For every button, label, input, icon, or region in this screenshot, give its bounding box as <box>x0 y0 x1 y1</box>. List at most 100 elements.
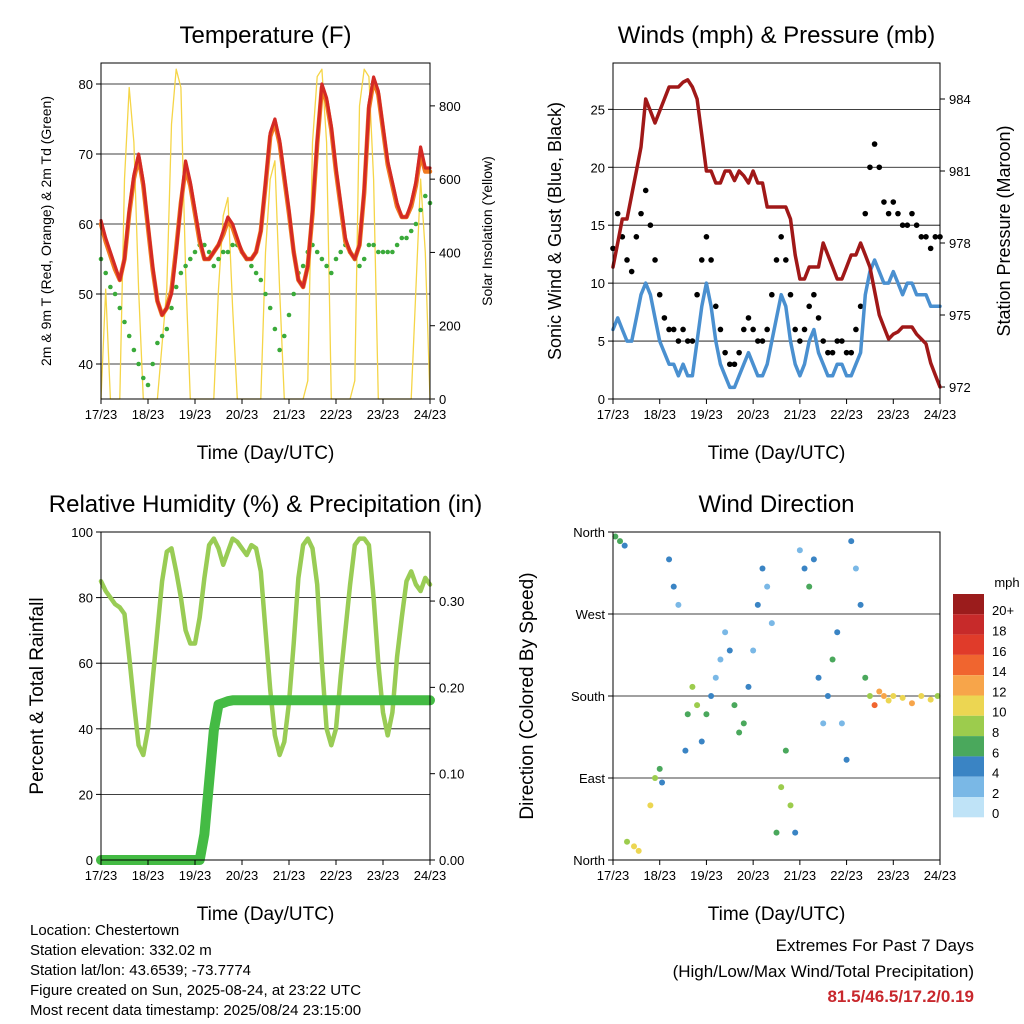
direction-point <box>764 583 771 590</box>
dewpoint-point <box>366 242 372 248</box>
direction-point <box>866 693 873 699</box>
panel-title: Temperature (F) <box>179 22 351 49</box>
dewpoint-point <box>263 291 268 297</box>
direction-point <box>787 802 794 809</box>
direction-point <box>768 620 775 627</box>
direction-point <box>647 802 654 809</box>
y-axis-title: Sonic Wind & Gust (Blue, Black) <box>545 102 565 360</box>
wind-line <box>611 258 942 390</box>
gust-point <box>703 233 710 240</box>
x-tick-label: 20/23 <box>737 407 770 422</box>
y-tick-label: North <box>573 853 605 868</box>
y-tick-label: 40 <box>79 722 93 737</box>
dewpoint-point <box>150 361 155 367</box>
gust-point <box>741 326 747 333</box>
x-tick-label: 19/23 <box>179 407 212 422</box>
y-tick-label: 50 <box>79 287 93 302</box>
gust-point <box>745 315 752 321</box>
gust-point <box>722 349 728 356</box>
gust-point <box>885 210 892 217</box>
recent-timestamp: Most recent data timestamp: 2025/08/24 2… <box>30 1002 362 1019</box>
y-tick-label: 15 <box>591 218 605 233</box>
gust-point <box>638 210 644 217</box>
gust-point <box>778 233 784 240</box>
x-axis-title: Time (Day/UTC) <box>197 443 335 464</box>
x-tick-label: 20/23 <box>226 868 259 883</box>
gust-point <box>652 257 658 263</box>
gust-point <box>614 210 621 217</box>
x-tick-label: 22/23 <box>830 868 863 883</box>
direction-point <box>689 683 696 690</box>
legend-label: 6 <box>992 745 999 760</box>
gust-point <box>647 222 654 229</box>
direction-point <box>934 693 941 699</box>
y-tick-label: 10 <box>591 276 605 291</box>
direction-point <box>621 542 628 549</box>
x-tick-label: 21/23 <box>273 407 306 422</box>
direction-point <box>773 829 780 836</box>
gust-point <box>684 338 691 344</box>
x-tick-label: 20/23 <box>737 868 770 883</box>
dewpoint-point <box>122 319 127 325</box>
panel-title: Winds (mph) & Pressure (mb) <box>618 22 935 49</box>
direction-point <box>740 720 747 727</box>
gust-point <box>806 303 812 310</box>
gust-point <box>857 303 864 310</box>
direction-point <box>806 583 813 590</box>
plot-frame <box>612 531 941 861</box>
legend-label: 18 <box>992 623 1006 638</box>
gust-point <box>717 326 724 333</box>
y-tick-label: 80 <box>79 591 93 606</box>
gust-point <box>839 338 845 344</box>
direction-point <box>880 693 887 699</box>
plot-frame <box>100 62 431 400</box>
dewpoint-point <box>338 249 344 255</box>
y-tick-label: North <box>573 525 605 540</box>
station-latlon: Station lat/lon: 43.6539; -73.7774 <box>30 962 252 979</box>
dewpoint-point <box>329 270 334 276</box>
dewpoint-point <box>286 312 292 318</box>
dewpoint-point <box>418 207 423 213</box>
gust-point <box>909 210 915 217</box>
legend-swatch <box>953 594 984 615</box>
gust-point <box>731 361 738 368</box>
y-tick-label: 0 <box>86 853 93 868</box>
direction-point <box>862 674 869 681</box>
station-elevation: Station elevation: 332.02 m <box>30 942 212 959</box>
y2-tick-label: 0.20 <box>439 680 464 695</box>
x-tick-label: 18/23 <box>132 868 165 883</box>
direction-point <box>796 547 803 554</box>
direction-point <box>852 565 859 572</box>
y-tick-label: West <box>576 607 606 622</box>
dewpoint-point <box>136 361 141 367</box>
direction-point <box>635 847 642 854</box>
gust-point <box>834 338 841 344</box>
y2-tick-label: 972 <box>949 380 971 395</box>
gust-point <box>666 326 672 333</box>
legend-label: 10 <box>992 705 1006 720</box>
dewpoint-point <box>390 249 395 255</box>
dewpoint-point <box>277 347 282 353</box>
x-tick-label: 19/23 <box>179 868 212 883</box>
direction-point <box>820 720 827 727</box>
y-tick-label: South <box>571 689 605 704</box>
gust-point <box>689 338 696 344</box>
legend-label: 4 <box>992 766 999 781</box>
direction-point <box>782 747 789 754</box>
y2-tick-label: 800 <box>439 99 461 114</box>
legend-label: 8 <box>992 725 999 740</box>
dewpoint-point <box>272 326 278 332</box>
dewpoint-point <box>319 256 325 262</box>
y-axis-title: Percent & Total Rainfall <box>27 597 48 794</box>
direction-point <box>617 538 624 545</box>
legend-swatch <box>953 614 984 635</box>
dewpoint-point <box>282 333 287 339</box>
y-tick-label: 70 <box>79 147 93 162</box>
direction-point <box>745 683 752 690</box>
legend-swatch <box>953 634 984 655</box>
x-tick-label: 23/23 <box>367 868 400 883</box>
x-tick-label: 22/23 <box>320 868 353 883</box>
legend-swatch <box>953 675 984 696</box>
dewpoint-point <box>314 249 320 255</box>
gust-point <box>811 291 817 298</box>
